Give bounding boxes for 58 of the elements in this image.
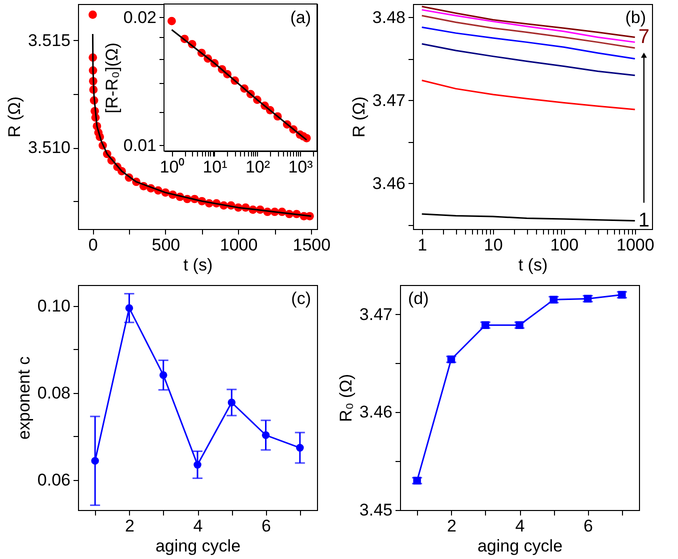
y-tick-label: 0.08 [37,383,70,402]
y-tick-label: 0.02 [123,8,156,27]
point [125,304,134,312]
x-axis-title: aging cycle [155,536,241,556]
line-series [421,80,636,110]
x-tick-label: 1000 [220,236,258,254]
line-series [421,213,636,222]
point [194,460,202,469]
y-tick-label: 3.515 [28,30,70,50]
x-tick-label: 2 [124,516,134,536]
annotation: (c) [291,289,311,308]
y-tick-label: 0.06 [37,470,70,490]
y-tick-label: 0.01 [123,136,156,155]
y-axis-title: R₀ (Ω) [336,374,356,422]
x-tick-label: 10³ [288,158,314,176]
x-tick-label: 0 [88,236,98,254]
y-tick-label: 3.48 [372,8,406,27]
annotation: 1 [638,210,650,232]
y-axis-title: R (Ω) [349,96,368,138]
annotation: 7 [638,26,650,48]
y-tick-label: 0.10 [37,296,70,316]
y-axis-title: R (Ω) [4,96,24,138]
x-tick-label: 1000 [616,236,654,254]
x-tick-label: 2 [446,516,456,536]
point [159,371,168,379]
x-tick-label: 100 [550,236,579,254]
line-series [421,26,636,60]
point [91,456,99,465]
point [296,444,304,452]
point [88,10,97,19]
y-tick-label: 3.46 [359,402,392,422]
y-axis-title: [R-R₀](Ω) [102,42,122,114]
y-axis-title: exponent c [14,356,34,440]
x-tick-label: 4 [193,516,203,536]
line-series [421,43,636,76]
x-tick-label: 10⁰ [160,158,185,176]
y-tick-label: 3.45 [359,500,392,520]
x-tick-label: 1500 [292,236,331,254]
x-tick-label: 10² [245,158,270,176]
x-axis-title: t (s) [518,256,548,274]
x-tick-label: 6 [584,516,594,536]
x-tick-label: 10 [484,236,503,254]
x-axis-title: aging cycle [477,536,563,556]
annotation: (a) [290,8,311,27]
y-tick-label: 3.47 [359,304,392,324]
annotation: (b) [625,8,646,27]
y-tick-label: 3.46 [372,174,406,193]
x-tick-label: 6 [262,516,272,536]
x-tick-label: 4 [515,516,525,536]
point [228,398,236,406]
x-axis-title: t (s) [183,256,213,274]
x-tick-label: 500 [152,236,180,254]
y-tick-label: 3.47 [372,90,406,110]
point [262,431,270,440]
y-tick-label: 3.510 [28,138,70,158]
x-tick-label: 1 [418,236,428,254]
annotation: (d) [408,289,429,308]
x-tick-label: 10¹ [202,158,228,176]
